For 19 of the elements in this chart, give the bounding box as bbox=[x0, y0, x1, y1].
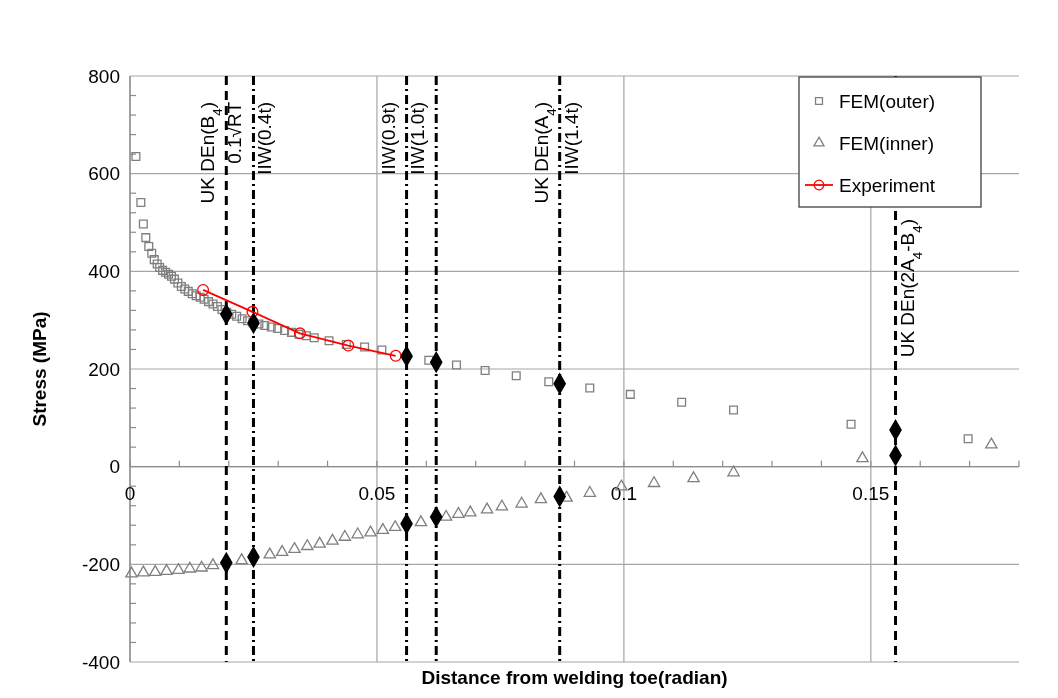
x-axis-title: Distance from welding toe(radian) bbox=[421, 667, 728, 688]
y-tick-label: 0 bbox=[109, 456, 120, 478]
ref-line-label: 0.1√RT IIW(0.4t) bbox=[224, 101, 276, 175]
legend-label: FEM(inner) bbox=[839, 132, 935, 154]
y-tick-label: 200 bbox=[88, 358, 120, 380]
ref-line-label: IIW(0.9t) bbox=[377, 102, 399, 175]
x-tick-label: 0.1 bbox=[610, 482, 638, 504]
x-tick-label: 0 bbox=[124, 482, 136, 504]
y-tick-label: 600 bbox=[88, 163, 120, 185]
y-tick-label: -400 bbox=[81, 651, 120, 673]
legend-label: Experiment bbox=[839, 174, 936, 196]
x-tick-label: 0.05 bbox=[358, 482, 396, 504]
x-tick-label: 0.15 bbox=[852, 482, 890, 504]
y-tick-label: 400 bbox=[88, 260, 120, 282]
y-axis-title: Stress (MPa) bbox=[29, 311, 50, 427]
ref-line-label: IIW(1.0t) bbox=[407, 102, 429, 175]
y-tick-label: 800 bbox=[88, 65, 120, 87]
y-tick-label: -200 bbox=[81, 553, 120, 575]
legend-label: FEM(outer) bbox=[839, 90, 936, 112]
